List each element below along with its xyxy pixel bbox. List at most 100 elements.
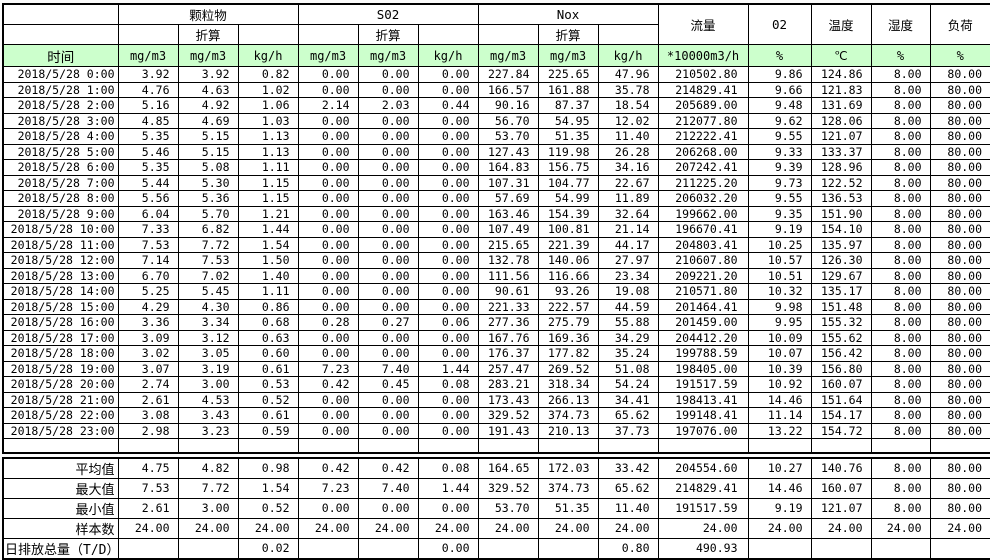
summary-value-cell[interactable]: 1.54 <box>237 477 299 499</box>
value-cell[interactable]: 7.14 <box>117 252 179 269</box>
summary-value-cell[interactable]: 51.35 <box>537 497 599 519</box>
value-cell[interactable]: 9.66 <box>747 81 812 98</box>
summary-value-cell[interactable]: 24.00 <box>810 517 872 539</box>
value-cell[interactable]: 8.00 <box>870 97 931 114</box>
time-cell[interactable]: 2018/5/28 0:00 <box>2 66 119 83</box>
value-cell[interactable]: 0.00 <box>417 391 479 408</box>
value-cell[interactable]: 11.89 <box>597 190 659 207</box>
summary-value-cell[interactable] <box>477 537 539 559</box>
time-cell[interactable]: 2018/5/28 21:00 <box>2 391 119 408</box>
summary-value-cell[interactable]: 11.40 <box>597 497 659 519</box>
unit-cell[interactable]: % <box>747 44 812 67</box>
unit-cell[interactable]: *10000m3/h <box>657 44 749 67</box>
value-cell[interactable]: 5.45 <box>177 283 239 300</box>
summary-value-cell[interactable]: 4.82 <box>177 457 239 479</box>
value-cell[interactable]: 160.07 <box>810 376 872 393</box>
summary-value-cell[interactable]: 1.44 <box>417 477 479 499</box>
value-cell[interactable]: 5.08 <box>177 159 239 176</box>
value-cell[interactable]: 5.35 <box>117 128 179 145</box>
value-cell[interactable]: 80.00 <box>929 252 990 269</box>
summary-value-cell[interactable]: 0.08 <box>417 457 479 479</box>
empty-cell[interactable] <box>597 438 659 453</box>
summary-label-cell[interactable]: 日排放总量（T/D） <box>2 537 119 559</box>
value-cell[interactable]: 3.43 <box>177 407 239 424</box>
value-cell[interactable]: 32.64 <box>597 205 659 222</box>
value-cell[interactable]: 90.61 <box>477 283 539 300</box>
value-cell[interactable]: 0.00 <box>417 221 479 238</box>
value-cell[interactable]: 0.00 <box>417 236 479 253</box>
summary-value-cell[interactable]: 9.19 <box>747 497 812 519</box>
value-cell[interactable]: 3.92 <box>177 66 239 83</box>
column-header-load[interactable]: 负荷 <box>929 3 990 45</box>
value-cell[interactable]: 191.43 <box>477 422 539 439</box>
value-cell[interactable]: 1.02 <box>237 81 299 98</box>
value-cell[interactable]: 8.00 <box>870 360 931 377</box>
value-cell[interactable]: 12.02 <box>597 112 659 129</box>
unit-cell[interactable]: kg/h <box>417 44 479 67</box>
value-cell[interactable]: 1.15 <box>237 190 299 207</box>
summary-value-cell[interactable]: 24.00 <box>417 517 479 539</box>
value-cell[interactable]: 11.14 <box>747 407 812 424</box>
value-cell[interactable]: 55.88 <box>597 314 659 331</box>
summary-value-cell[interactable]: 329.52 <box>477 477 539 499</box>
summary-value-cell[interactable]: 0.02 <box>237 537 299 559</box>
value-cell[interactable]: 100.81 <box>537 221 599 238</box>
summary-value-cell[interactable]: 33.42 <box>597 457 659 479</box>
time-cell[interactable]: 2018/5/28 6:00 <box>2 159 119 176</box>
value-cell[interactable]: 197076.00 <box>657 422 749 439</box>
subheader-nox-converted[interactable]: 折算 <box>537 24 599 45</box>
value-cell[interactable]: 5.15 <box>177 128 239 145</box>
empty-cell[interactable] <box>357 438 419 453</box>
value-cell[interactable]: 0.63 <box>237 329 299 346</box>
value-cell[interactable]: 57.69 <box>477 190 539 207</box>
value-cell[interactable]: 87.37 <box>537 97 599 114</box>
empty-cell[interactable] <box>929 438 990 453</box>
summary-value-cell[interactable]: 7.23 <box>297 477 359 499</box>
value-cell[interactable]: 0.00 <box>417 407 479 424</box>
empty-header-cell[interactable] <box>2 3 119 25</box>
value-cell[interactable]: 119.98 <box>537 143 599 160</box>
value-cell[interactable]: 151.64 <box>810 391 872 408</box>
value-cell[interactable]: 0.06 <box>417 314 479 331</box>
value-cell[interactable]: 80.00 <box>929 283 990 300</box>
value-cell[interactable]: 135.97 <box>810 236 872 253</box>
value-cell[interactable]: 191517.59 <box>657 376 749 393</box>
summary-value-cell[interactable]: 14.46 <box>747 477 812 499</box>
value-cell[interactable]: 9.98 <box>747 298 812 315</box>
value-cell[interactable]: 0.00 <box>357 159 419 176</box>
value-cell[interactable]: 1.13 <box>237 128 299 145</box>
time-cell[interactable]: 2018/5/28 3:00 <box>2 112 119 129</box>
value-cell[interactable]: 80.00 <box>929 376 990 393</box>
value-cell[interactable]: 0.00 <box>297 112 359 129</box>
value-cell[interactable]: 0.00 <box>297 407 359 424</box>
unit-cell[interactable]: mg/m3 <box>537 44 599 67</box>
value-cell[interactable]: 221.33 <box>477 298 539 315</box>
time-cell[interactable]: 2018/5/28 7:00 <box>2 174 119 191</box>
value-cell[interactable]: 225.65 <box>537 66 599 83</box>
value-cell[interactable]: 9.55 <box>747 128 812 145</box>
value-cell[interactable]: 210.13 <box>537 422 599 439</box>
summary-value-cell[interactable]: 160.07 <box>810 477 872 499</box>
value-cell[interactable]: 8.00 <box>870 329 931 346</box>
summary-value-cell[interactable]: 0.98 <box>237 457 299 479</box>
value-cell[interactable]: 0.00 <box>357 205 419 222</box>
value-cell[interactable]: 156.75 <box>537 159 599 176</box>
value-cell[interactable]: 7.53 <box>177 252 239 269</box>
value-cell[interactable]: 80.00 <box>929 345 990 362</box>
column-header-humidity[interactable]: 湿度 <box>870 3 931 45</box>
value-cell[interactable]: 1.11 <box>237 283 299 300</box>
value-cell[interactable]: 80.00 <box>929 407 990 424</box>
value-cell[interactable]: 266.13 <box>537 391 599 408</box>
summary-value-cell[interactable]: 214829.41 <box>657 477 749 499</box>
value-cell[interactable]: 0.45 <box>357 376 419 393</box>
value-cell[interactable]: 0.00 <box>357 143 419 160</box>
value-cell[interactable]: 206032.20 <box>657 190 749 207</box>
value-cell[interactable]: 21.14 <box>597 221 659 238</box>
value-cell[interactable]: 4.85 <box>117 112 179 129</box>
value-cell[interactable]: 209221.20 <box>657 267 749 284</box>
time-cell[interactable]: 2018/5/28 5:00 <box>2 143 119 160</box>
value-cell[interactable]: 124.86 <box>810 66 872 83</box>
value-cell[interactable]: 0.00 <box>417 298 479 315</box>
value-cell[interactable]: 8.00 <box>870 407 931 424</box>
value-cell[interactable]: 207242.41 <box>657 159 749 176</box>
